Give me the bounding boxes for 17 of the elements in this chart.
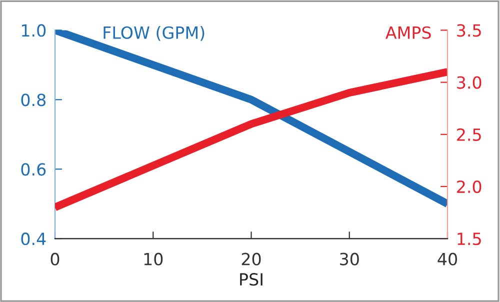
- y-tick-label: 0.8: [21, 94, 46, 106]
- y-tick-label: 0.4: [21, 232, 46, 246]
- y2-axis-title: AMPS: [386, 26, 431, 39]
- x-tick-label: 30: [340, 252, 359, 266]
- y2-tick-label: 1.5: [458, 232, 481, 246]
- y-axis-title: FLOW (GPM): [104, 26, 204, 41]
- y2-tick-label: 2.0: [457, 180, 482, 194]
- y-tick-label: 1.0: [22, 24, 46, 37]
- x-axis-title: PSI: [240, 273, 262, 286]
- x-tick-label: 20: [242, 252, 261, 266]
- y-tick-label: 0.6: [21, 163, 46, 176]
- x-tick-label: 0: [50, 252, 60, 266]
- x-tick-label: 40: [438, 252, 457, 266]
- y2-tick-label: 2.5: [457, 128, 481, 141]
- x-tick-label: 10: [144, 252, 163, 266]
- y2-tick-label: 3.5: [457, 24, 481, 37]
- y2-tick-label: 3.0: [457, 76, 482, 89]
